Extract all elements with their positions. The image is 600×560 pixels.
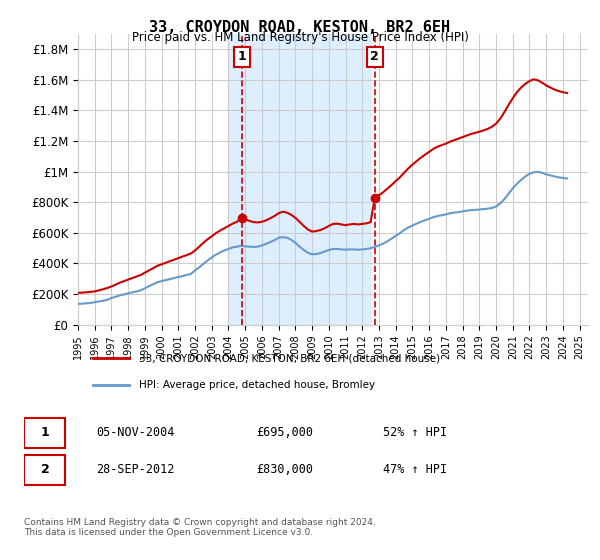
Text: 33, CROYDON ROAD, KESTON, BR2 6EH (detached house): 33, CROYDON ROAD, KESTON, BR2 6EH (detac…: [139, 353, 440, 363]
Text: £830,000: £830,000: [256, 463, 313, 477]
FancyBboxPatch shape: [24, 418, 65, 447]
Text: 47% ↑ HPI: 47% ↑ HPI: [383, 463, 447, 477]
Text: HPI: Average price, detached house, Bromley: HPI: Average price, detached house, Brom…: [139, 380, 376, 390]
Text: £695,000: £695,000: [256, 426, 313, 440]
Text: Price paid vs. HM Land Registry's House Price Index (HPI): Price paid vs. HM Land Registry's House …: [131, 31, 469, 44]
Text: Contains HM Land Registry data © Crown copyright and database right 2024.
This d: Contains HM Land Registry data © Crown c…: [24, 518, 376, 538]
FancyBboxPatch shape: [24, 455, 65, 484]
Text: 05-NOV-2004: 05-NOV-2004: [96, 426, 174, 440]
Bar: [229, 34, 371, 325]
Text: 52% ↑ HPI: 52% ↑ HPI: [383, 426, 447, 440]
Text: 2: 2: [41, 463, 49, 477]
Text: 33, CROYDON ROAD, KESTON, BR2 6EH: 33, CROYDON ROAD, KESTON, BR2 6EH: [149, 20, 451, 35]
Text: 2: 2: [370, 50, 379, 63]
Text: 28-SEP-2012: 28-SEP-2012: [96, 463, 174, 477]
Text: 1: 1: [41, 426, 49, 440]
Text: 1: 1: [238, 50, 247, 63]
